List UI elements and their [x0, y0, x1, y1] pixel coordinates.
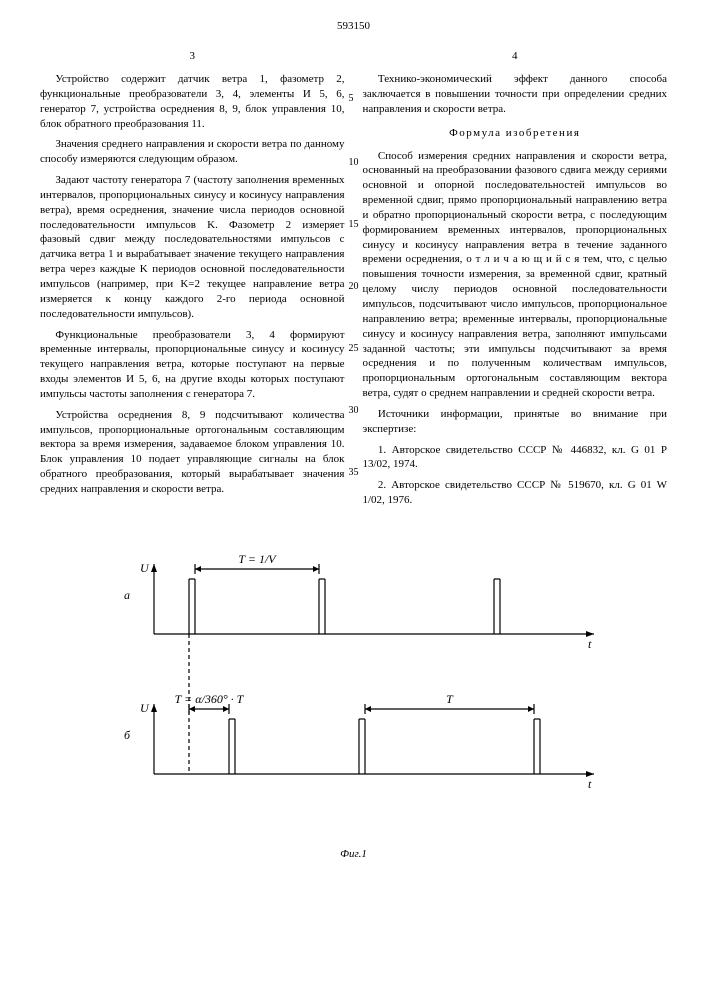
source-1: 1. Авторское свидетельство СССР № 446832…: [363, 443, 668, 473]
left-p4: Функциональные преобразователи 3, 4 форм…: [40, 328, 345, 402]
right-column: 4 5 10 15 20 25 30 35 Технико-экономичес…: [363, 50, 668, 514]
line-num: 25: [349, 344, 359, 354]
col-page-num-right: 4: [363, 50, 668, 62]
sources-title: Источники информации, принятые во вниман…: [363, 407, 668, 437]
formula-title: Формула изобретения: [363, 127, 668, 139]
figure-caption: Фиг.1: [40, 848, 667, 860]
svg-text:U: U: [140, 701, 150, 715]
svg-text:T: T: [446, 692, 454, 706]
two-column-body: 3 Устройство содержит датчик ветра 1, фа…: [40, 50, 667, 514]
left-p1: Устройство содержит датчик ветра 1, фазо…: [40, 72, 345, 131]
line-num: 10: [349, 158, 359, 168]
svg-text:T = 1/V: T = 1/V: [238, 552, 277, 566]
line-num: 5: [349, 94, 354, 104]
svg-text:T = α/360° · T: T = α/360° · T: [174, 692, 244, 706]
left-p2: Значения среднего направления и скорости…: [40, 137, 345, 167]
line-num: 20: [349, 282, 359, 292]
line-num: 15: [349, 220, 359, 230]
patent-page: 593150 3 Устройство содержит датчик ветр…: [0, 0, 707, 1000]
svg-text:а: а: [124, 588, 130, 602]
svg-text:б: б: [124, 728, 131, 742]
left-p3: Задают частоту генератора 7 (частоту зап…: [40, 173, 345, 321]
line-num: 35: [349, 468, 359, 478]
left-p5: Устройства осреднения 8, 9 подсчитывают …: [40, 408, 345, 497]
document-number: 593150: [40, 20, 667, 32]
right-p1: Технико-экономический эффект данного спо…: [363, 72, 668, 117]
right-p2: Способ измерения средних направления и с…: [363, 149, 668, 401]
left-column: 3 Устройство содержит датчик ветра 1, фа…: [40, 50, 345, 514]
pulse-timing-diagram: Ut а T = 1/V Ut б T = α/360° · T T: [94, 544, 614, 844]
col-page-num-left: 3: [40, 50, 345, 62]
source-2: 2. Авторское свидетельство СССР № 519670…: [363, 478, 668, 508]
svg-text:U: U: [140, 561, 150, 575]
line-num: 30: [349, 406, 359, 416]
svg-text:t: t: [588, 777, 592, 791]
svg-text:t: t: [588, 637, 592, 651]
figure-1: Ut а T = 1/V Ut б T = α/360° · T T: [40, 544, 667, 844]
